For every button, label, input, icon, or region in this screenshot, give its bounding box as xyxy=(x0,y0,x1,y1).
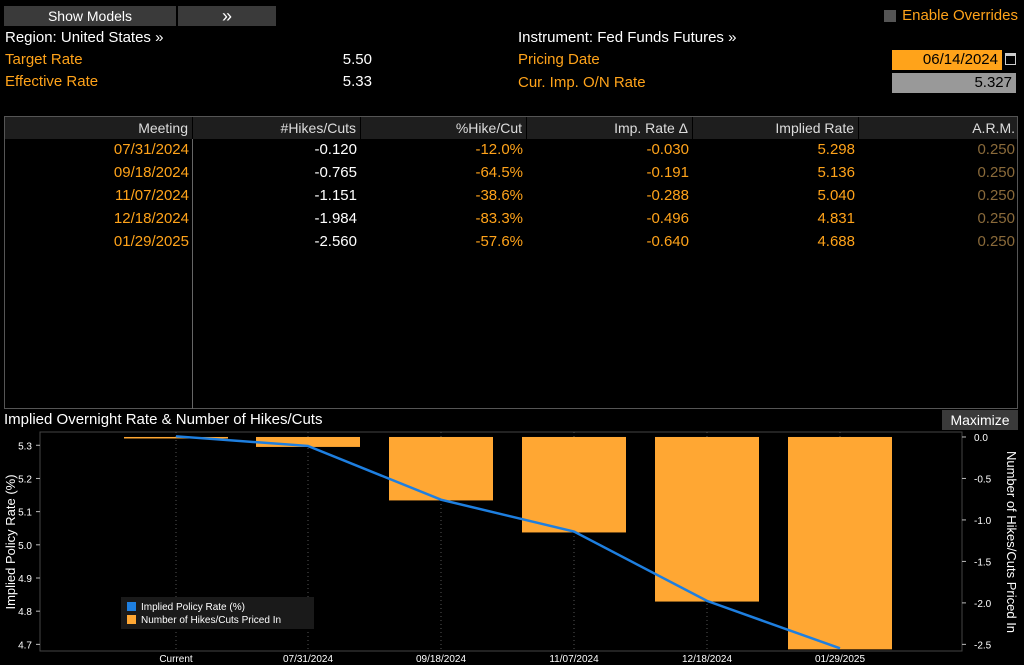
hikes-cuts: -1.984 xyxy=(314,210,357,227)
implied-rate: 5.136 xyxy=(817,164,855,181)
y-tick-label-3: 5.0 xyxy=(18,541,32,552)
target-rate-label: Target Rate xyxy=(5,51,83,68)
bars-series xyxy=(124,436,892,650)
target-rate-value: 5.50 xyxy=(342,51,372,68)
arm-value: 0.250 xyxy=(977,210,1015,227)
col-meeting[interactable]: Meeting xyxy=(5,117,193,139)
implied-rate-line xyxy=(175,435,841,650)
imp-rate-delta: -0.030 xyxy=(646,141,689,158)
y2-tick-label-1: -0.5 xyxy=(974,474,992,485)
arm-value: 0.250 xyxy=(977,141,1015,158)
left-axis: 4.7 4.8 4.9 5.0 5.1 5.2 5.3 xyxy=(18,441,40,651)
y2-axis-label: Number of Hikes/Cuts Priced In xyxy=(1004,451,1019,633)
pricing-date-label: Pricing Date xyxy=(518,51,600,68)
bar-0 xyxy=(124,436,228,439)
calendar-icon[interactable] xyxy=(1005,53,1016,65)
x-tick-label-5: 01/29/2025 xyxy=(815,654,865,665)
implied-rate: 5.040 xyxy=(817,187,855,204)
meetings-table: Meeting #Hikes/Cuts %Hike/Cut Imp. Rate … xyxy=(4,116,1018,409)
cur-imp-rate-label: Cur. Imp. O/N Rate xyxy=(518,74,646,91)
pct-hike-cut: -38.6% xyxy=(475,187,523,204)
chart-legend: Implied Policy Rate (%) Number of Hikes/… xyxy=(121,597,314,629)
y-tick-label-4: 5.1 xyxy=(18,508,32,519)
bar-4 xyxy=(655,436,759,602)
y-axis-label: Implied Policy Rate (%) xyxy=(3,474,18,609)
hikes-cuts: -1.151 xyxy=(314,187,357,204)
imp-rate-delta: -0.191 xyxy=(646,164,689,181)
enable-overrides-label: Enable Overrides xyxy=(902,7,1018,24)
bar-3 xyxy=(522,436,626,533)
y-tick-label-1: 4.8 xyxy=(18,607,32,618)
implied-rate: 4.688 xyxy=(817,233,855,250)
bar-1 xyxy=(256,436,360,447)
x-tick-label-2: 09/18/2024 xyxy=(416,654,466,665)
arm-value: 0.250 xyxy=(977,187,1015,204)
maximize-button[interactable]: Maximize xyxy=(942,410,1018,430)
meeting-date: 11/07/2024 xyxy=(115,187,189,204)
table-header: Meeting #Hikes/Cuts %Hike/Cut Imp. Rate … xyxy=(5,117,1017,139)
y2-tick-label-5: -2.5 xyxy=(974,640,992,651)
y-tick-label-0: 4.7 xyxy=(18,640,32,651)
instrument-selector[interactable]: Instrument: Fed Funds Futures » xyxy=(518,29,737,46)
x-tick-label-3: 11/07/2024 xyxy=(549,654,599,665)
x-tick-label-4: 12/18/2024 xyxy=(682,654,732,665)
enable-overrides-toggle[interactable]: Enable Overrides xyxy=(884,6,1018,26)
col-imp-rate-delta[interactable]: Imp. Rate Δ xyxy=(527,117,693,139)
checkbox-icon[interactable] xyxy=(884,10,897,23)
col-pct-hike-cut[interactable]: %Hike/Cut xyxy=(361,117,527,139)
meeting-date: 12/18/2024 xyxy=(113,210,189,227)
imp-rate-delta: -0.496 xyxy=(646,210,689,227)
meeting-date: 07/31/2024 xyxy=(113,141,189,158)
rate-chart: 4.7 4.8 4.9 5.0 5.1 5.2 5.3 0.0 -0.5 -1.0 -1.5 -2.… xyxy=(3,431,1019,665)
right-axis: 0.0 -0.5 -1.0 -1.5 -2.0 -2.5 xyxy=(962,433,992,651)
pct-hike-cut: -57.6% xyxy=(475,233,523,250)
legend-line-label: Implied Policy Rate (%) xyxy=(141,602,245,613)
pct-hike-cut: -83.3% xyxy=(475,210,523,227)
expand-button[interactable]: » xyxy=(178,6,276,26)
hikes-cuts: -0.765 xyxy=(314,164,357,181)
y-tick-label-2: 4.9 xyxy=(18,574,32,585)
implied-rate: 5.298 xyxy=(817,141,855,158)
effective-rate-value: 5.33 xyxy=(342,73,372,90)
y2-tick-label-2: -1.0 xyxy=(974,516,992,527)
col-arm[interactable]: A.R.M. xyxy=(972,120,1015,136)
x-tick-label-0: Current xyxy=(159,654,193,665)
arm-value: 0.250 xyxy=(977,164,1015,181)
hikes-cuts: -2.560 xyxy=(314,233,357,250)
line-series xyxy=(175,435,841,650)
legend-line-swatch xyxy=(127,602,136,611)
pricing-date-input[interactable]: 06/14/2024 xyxy=(892,50,1002,70)
legend-box xyxy=(121,597,314,629)
hikes-cuts: -0.120 xyxy=(314,141,357,158)
y2-tick-label-0: 0.0 xyxy=(974,433,988,444)
imp-rate-delta: -0.288 xyxy=(646,187,689,204)
column-divider xyxy=(192,139,193,409)
y-tick-label-6: 5.3 xyxy=(18,441,32,452)
bar-2 xyxy=(389,436,493,501)
imp-rate-delta: -0.640 xyxy=(646,233,689,250)
pct-hike-cut: -64.5% xyxy=(475,164,523,181)
x-axis: Current 07/31/2024 09/18/2024 11/07/2024 12/… xyxy=(159,654,865,665)
y-tick-label-5: 5.2 xyxy=(18,474,32,485)
pct-hike-cut: -12.0% xyxy=(475,141,523,158)
cur-imp-rate-input[interactable]: 5.327 xyxy=(892,73,1016,93)
col-implied-rate[interactable]: Implied Rate xyxy=(693,117,859,139)
col-hikes-cuts[interactable]: #Hikes/Cuts xyxy=(193,117,361,139)
y2-tick-label-3: -1.5 xyxy=(974,557,992,568)
effective-rate-label: Effective Rate xyxy=(5,73,99,90)
meeting-date: 09/18/2024 xyxy=(113,164,189,181)
chart-title: Implied Overnight Rate & Number of Hikes… xyxy=(4,411,323,428)
show-models-button[interactable]: Show Models xyxy=(4,6,176,26)
x-tick-label-1: 07/31/2024 xyxy=(283,654,333,665)
y2-tick-label-4: -2.0 xyxy=(974,599,992,610)
arm-value: 0.250 xyxy=(977,233,1015,250)
legend-bar-swatch xyxy=(127,615,136,624)
legend-bar-label: Number of Hikes/Cuts Priced In xyxy=(141,615,281,626)
meeting-date: 01/29/2025 xyxy=(113,233,189,250)
region-selector[interactable]: Region: United States » xyxy=(5,29,164,46)
implied-rate: 4.831 xyxy=(817,210,855,227)
bar-5 xyxy=(788,436,892,650)
